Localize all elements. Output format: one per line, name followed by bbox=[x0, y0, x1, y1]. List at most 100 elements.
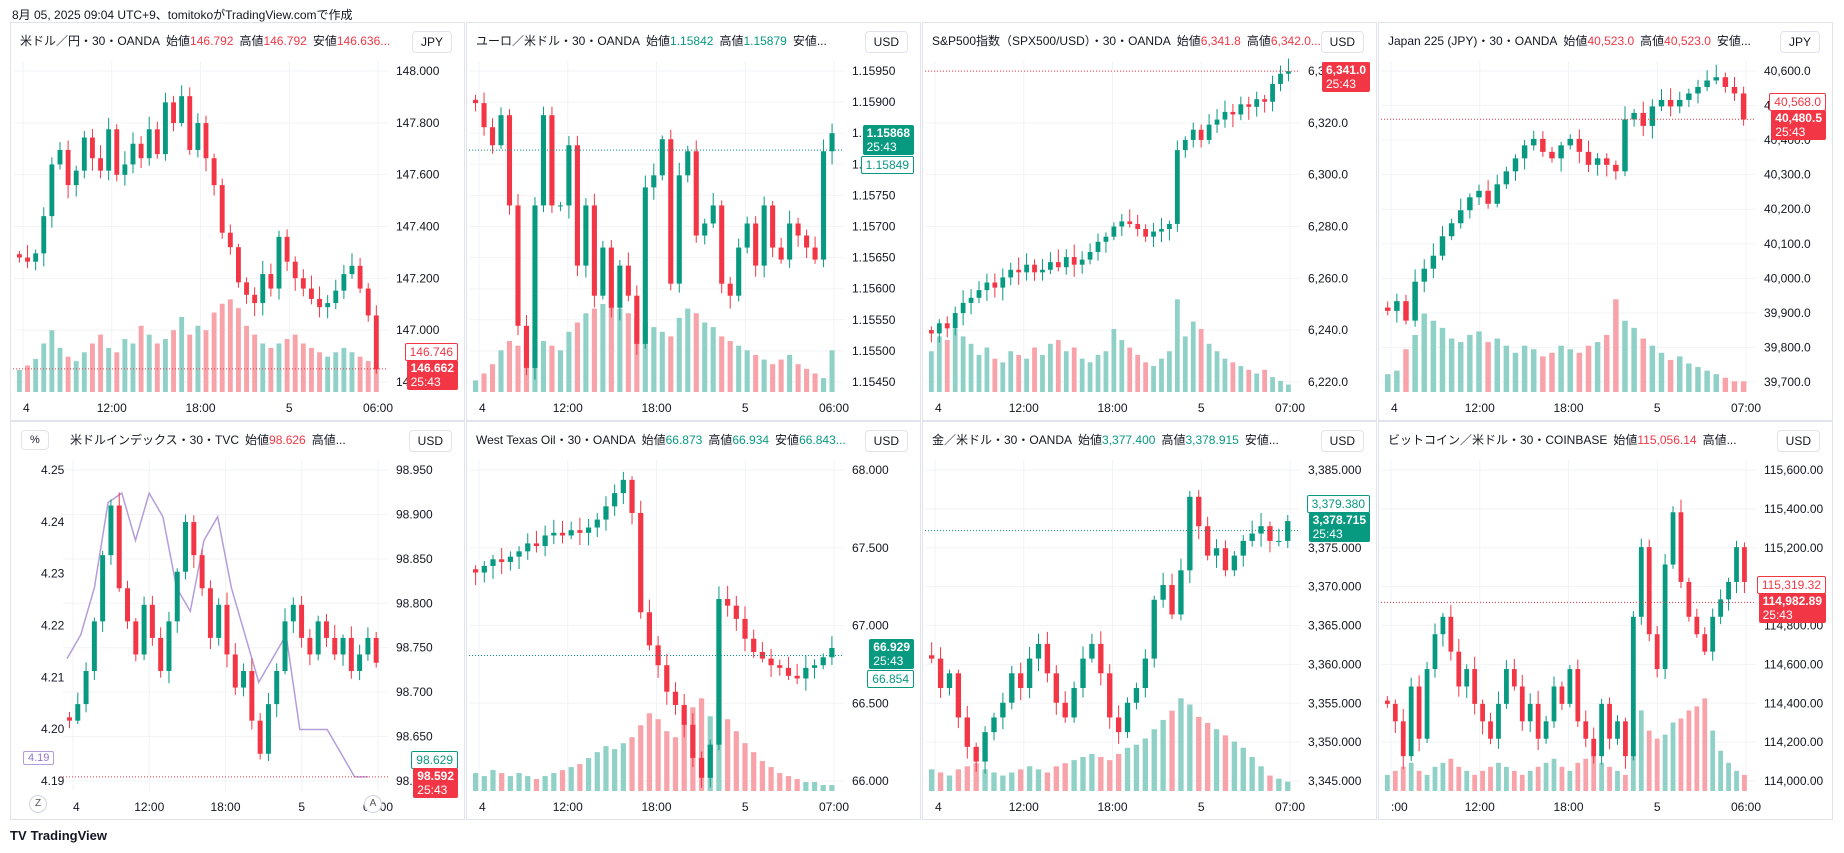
symbol-name[interactable]: ビットコイン／米ドル・30・COINBASE bbox=[1388, 433, 1608, 447]
candle-body bbox=[1432, 634, 1438, 670]
volume-bar bbox=[1119, 340, 1125, 392]
symbol-name[interactable]: Japan 225 (JPY)・30・OANDA bbox=[1388, 34, 1558, 48]
chart-canvas[interactable]: 3,385.0003,380.0003,375.0003,370.0003,36… bbox=[923, 422, 1377, 820]
chart-panel[interactable]: 98.950 98.900 98.850 98.800 98.750 98.700 98.6… bbox=[10, 421, 465, 820]
symbol-name[interactable]: S&P500指数（SPX500/USD）・30・OANDA bbox=[932, 34, 1171, 48]
candle-body bbox=[1055, 262, 1061, 268]
volume-bar bbox=[733, 731, 739, 791]
candle-body bbox=[1408, 686, 1414, 757]
chart-canvas[interactable]: 1.159501.159001.158501.158001.157501.157… bbox=[467, 23, 921, 421]
y-tick-label: 115,600.00 bbox=[1764, 463, 1823, 477]
y-tick-label: 3,370.000 bbox=[1308, 580, 1362, 594]
candle-body bbox=[727, 283, 733, 296]
candle-body bbox=[1222, 548, 1229, 571]
candle-body bbox=[323, 621, 329, 638]
currency-button[interactable]: JPY bbox=[1779, 31, 1820, 53]
symbol-legend[interactable]: 米ドルインデックス・30・TVC 始値98.626 高値... bbox=[67, 430, 349, 449]
chart-canvas[interactable]: 68.000 67.500 67.000 66.500 66.000 4 12:00 18:0… bbox=[467, 422, 921, 820]
volume-bar bbox=[300, 343, 306, 392]
currency-button[interactable]: USD bbox=[1320, 430, 1364, 452]
x-tick-label: :00 bbox=[1391, 800, 1408, 814]
currency-button[interactable]: JPY bbox=[411, 31, 452, 53]
volume-bar bbox=[317, 352, 322, 392]
candle-body bbox=[1246, 104, 1252, 107]
symbol-name[interactable]: 米ドル／円・30・OANDA bbox=[20, 34, 161, 48]
candle-body bbox=[1270, 83, 1275, 102]
chart-canvas[interactable]: 115,600.00115,400.00115,200.00115,000.00… bbox=[1379, 422, 1833, 820]
price-tag-countdown: 25:43 bbox=[1325, 77, 1356, 92]
candle-body bbox=[1190, 129, 1196, 140]
candle-body bbox=[1686, 581, 1692, 617]
currency-button[interactable]: USD bbox=[1320, 31, 1364, 53]
percent-scale-button[interactable]: % bbox=[21, 430, 49, 450]
candle-body bbox=[227, 232, 233, 248]
symbol-legend[interactable]: 金／米ドル・30・OANDA 始値3,377.400 高値3,378.915 安値..… bbox=[929, 430, 1282, 449]
volume-bar bbox=[1567, 770, 1573, 791]
candle-body bbox=[955, 673, 962, 718]
symbol-legend[interactable]: S&P500指数（SPX500/USD）・30・OANDA 始値6,341.8 高値… bbox=[929, 31, 1320, 50]
volume-bar bbox=[1535, 766, 1541, 791]
volume-bar bbox=[195, 325, 201, 392]
candle-body bbox=[1196, 496, 1202, 527]
candle-body bbox=[559, 532, 566, 536]
volume-bar bbox=[90, 343, 95, 392]
chart-panel[interactable]: 148.000 147.800 147.600 147.400 147.200 147.0… bbox=[10, 22, 465, 421]
candle-body bbox=[1640, 112, 1646, 126]
currency-button[interactable]: USD bbox=[864, 430, 908, 452]
volume-bar bbox=[770, 364, 776, 392]
currency-button[interactable]: USD bbox=[1776, 430, 1820, 452]
volume-bar bbox=[968, 343, 974, 392]
auto-scale-circle-button[interactable]: A bbox=[364, 795, 382, 813]
candle-body bbox=[1585, 151, 1592, 165]
chart-canvas[interactable]: 6,340.06,320.06,300.06,280.06,260.06,240… bbox=[923, 23, 1377, 421]
y-tick-label: 1.15650 bbox=[852, 251, 896, 265]
chart-panel[interactable]: 3,385.0003,380.0003,375.0003,370.0003,36… bbox=[922, 421, 1377, 820]
candle-body bbox=[203, 123, 209, 159]
symbol-name[interactable]: 米ドルインデックス・30・TVC bbox=[70, 433, 239, 447]
symbol-legend[interactable]: ユーロ／米ドル・30・OANDA 始値1.15842 高値1.15879 安値... bbox=[473, 31, 830, 50]
candle-body bbox=[719, 205, 725, 284]
candle-body bbox=[133, 621, 139, 655]
candle-body bbox=[1240, 540, 1246, 556]
candle-body bbox=[594, 519, 600, 528]
ohlc-value: 1.15842 bbox=[670, 34, 714, 48]
candle-body bbox=[149, 604, 155, 638]
chart-canvas[interactable]: 148.000 147.800 147.600 147.400 147.200 147.0… bbox=[11, 23, 465, 421]
symbol-name[interactable]: 金／米ドル・30・OANDA bbox=[932, 433, 1073, 447]
candle-body bbox=[1160, 585, 1166, 600]
volume-bar bbox=[1594, 342, 1601, 392]
symbol-legend[interactable]: Japan 225 (JPY)・30・OANDA 始値40,523.0 高値40,5… bbox=[1385, 31, 1754, 50]
chart-panel[interactable]: 68.000 67.500 67.000 66.500 66.000 4 12:00 18:0… bbox=[466, 421, 921, 820]
chart-canvas[interactable]: 40,600.040,500.040,400.040,300.040,200.0… bbox=[1379, 23, 1833, 421]
candle-body bbox=[252, 294, 258, 304]
volume-bar bbox=[1658, 352, 1665, 392]
symbol-legend[interactable]: ビットコイン／米ドル・30・COINBASE 始値115,056.14 高値... bbox=[1385, 430, 1740, 449]
y-tick-label: 148.000 bbox=[396, 64, 440, 78]
volume-bar bbox=[608, 299, 614, 392]
currency-button[interactable]: USD bbox=[408, 430, 452, 452]
chart-panel[interactable]: 1.159501.159001.158501.158001.157501.157… bbox=[466, 22, 921, 421]
currency-button[interactable]: USD bbox=[864, 31, 908, 53]
volume-bar bbox=[1115, 753, 1122, 791]
volume-bar bbox=[1439, 327, 1446, 392]
x-tick-label: 12:00 bbox=[553, 401, 583, 415]
candle-body bbox=[507, 556, 513, 562]
y-tick-label: 98.950 bbox=[396, 463, 433, 477]
candle-body bbox=[1286, 71, 1291, 74]
x-tick-label: 07:00 bbox=[819, 800, 849, 814]
symbol-legend[interactable]: 米ドル／円・30・OANDA 始値146.792 高値146.792 安値146.63… bbox=[17, 31, 394, 50]
candle-body bbox=[174, 571, 180, 622]
zoom-circle-button[interactable]: Z bbox=[29, 795, 47, 813]
volume-bar bbox=[1678, 718, 1684, 791]
chart-panel[interactable]: 115,600.00115,400.00115,200.00115,000.00… bbox=[1378, 421, 1833, 820]
volume-bar bbox=[1667, 359, 1674, 392]
chart-panel[interactable]: 6,340.06,320.06,300.06,280.06,260.06,240… bbox=[922, 22, 1377, 421]
symbol-name[interactable]: ユーロ／米ドル・30・OANDA bbox=[476, 34, 641, 48]
volume-bar bbox=[1704, 370, 1710, 392]
volume-bar bbox=[1135, 354, 1141, 392]
candle-body bbox=[1421, 268, 1427, 282]
symbol-legend[interactable]: West Texas Oil・30・OANDA 始値66.873 高値66.934 安… bbox=[473, 430, 849, 449]
symbol-name[interactable]: West Texas Oil・30・OANDA bbox=[476, 433, 636, 447]
chart-panel[interactable]: 40,600.040,500.040,400.040,300.040,200.0… bbox=[1378, 22, 1833, 421]
chart-canvas[interactable]: 98.950 98.900 98.850 98.800 98.750 98.700 98.6… bbox=[11, 422, 465, 820]
